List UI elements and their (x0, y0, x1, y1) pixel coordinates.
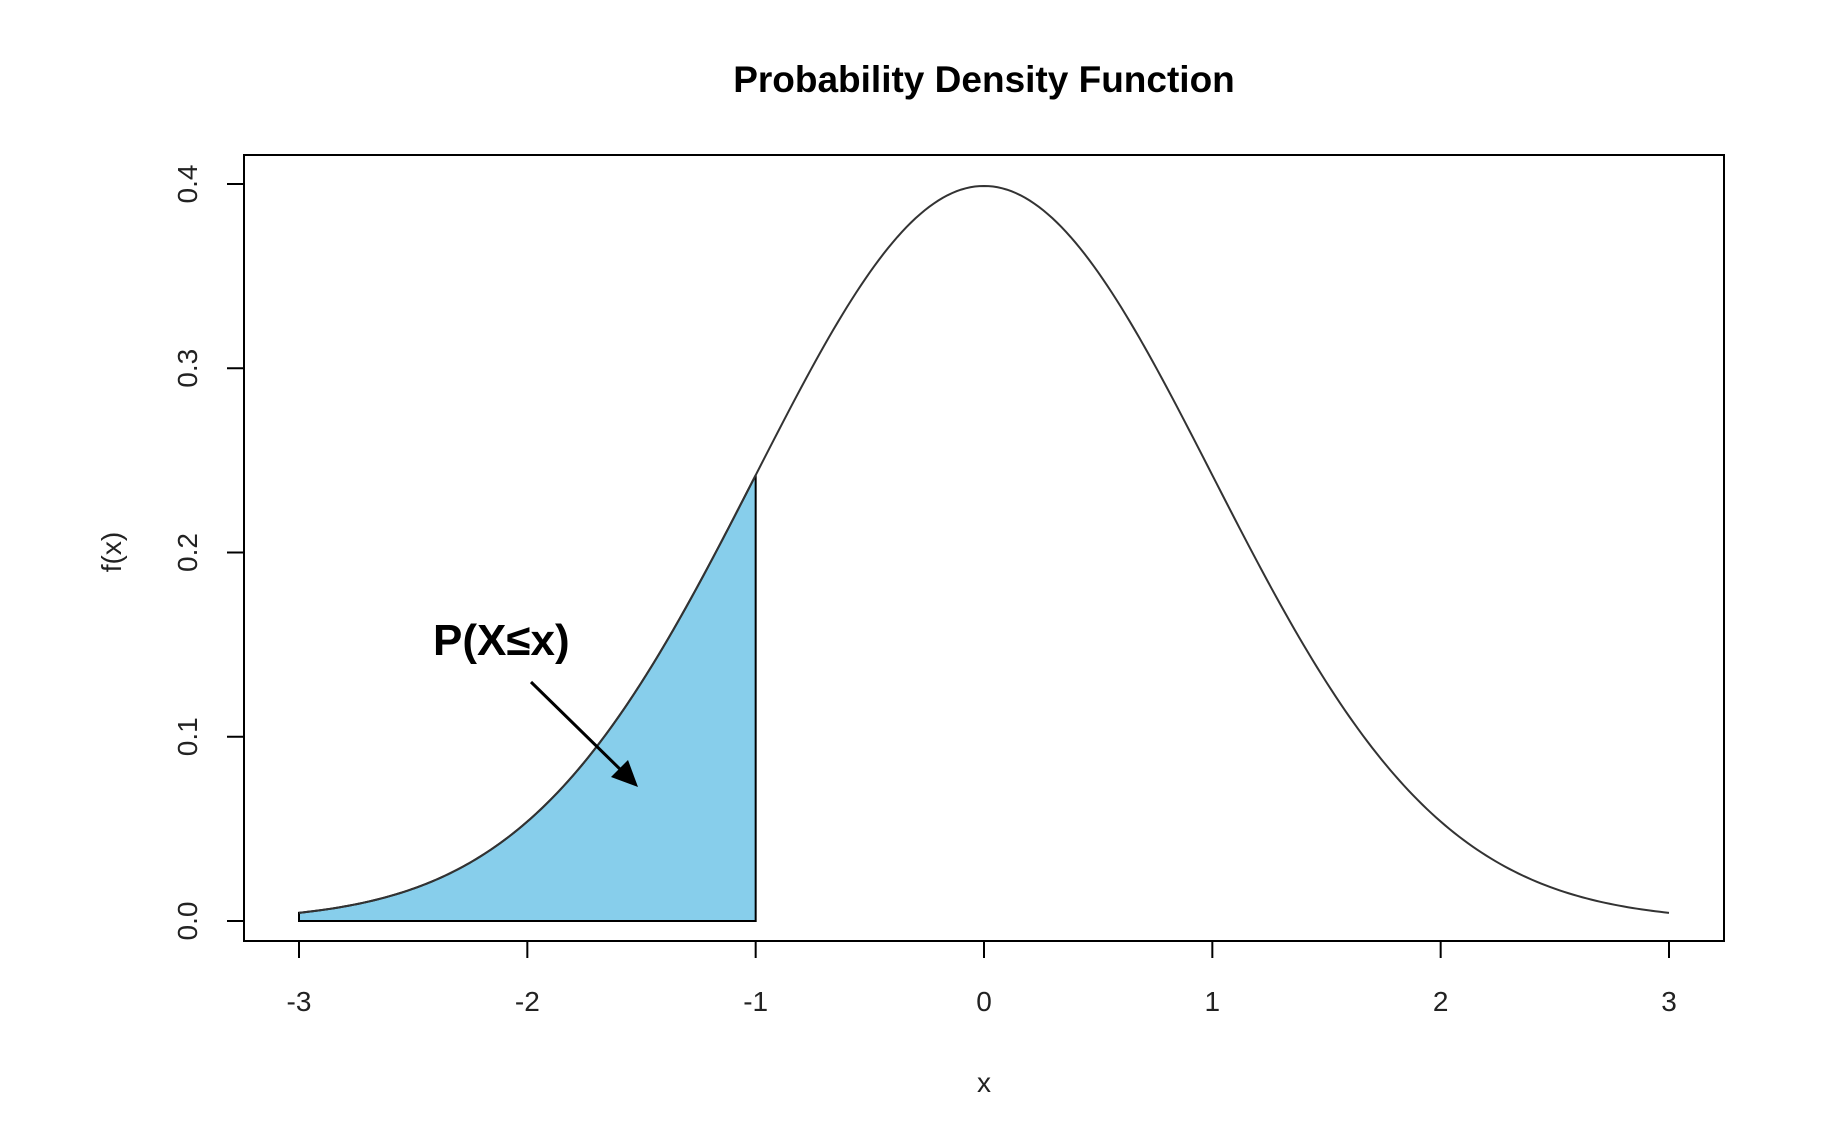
annotation-arrow (529, 680, 628, 777)
chart-title: Probability Density Function (733, 59, 1235, 100)
annotation-arrowhead (611, 760, 638, 787)
probability-annotation: P(X≤x) (433, 616, 570, 665)
x-tick-label: 1 (1205, 986, 1221, 1017)
x-tick-label: -2 (515, 986, 540, 1017)
x-tick-label: 0 (976, 986, 992, 1017)
y-tick-label: 0.2 (172, 533, 203, 572)
y-axis-label: f(x) (96, 532, 127, 572)
x-tick-label: -3 (287, 986, 312, 1017)
density-curve (298, 184, 1670, 914)
x-axis: -3 -2 -1 0 1 2 3 (287, 940, 1677, 1017)
x-tick-label: 3 (1661, 986, 1677, 1017)
x-tick-label: 2 (1433, 986, 1449, 1017)
y-tick-label: 0.0 (172, 902, 203, 941)
y-tick-label: 0.4 (172, 165, 203, 204)
plot-frame (243, 154, 1725, 942)
y-axis: 0.0 0.1 0.2 0.3 0.4 (172, 165, 245, 941)
x-axis-label: x (977, 1067, 991, 1098)
x-tick-label: -1 (743, 986, 768, 1017)
y-tick-label: 0.3 (172, 349, 203, 388)
y-tick-label: 0.1 (172, 717, 203, 756)
shaded-area-p-x-le-x (298, 474, 757, 922)
